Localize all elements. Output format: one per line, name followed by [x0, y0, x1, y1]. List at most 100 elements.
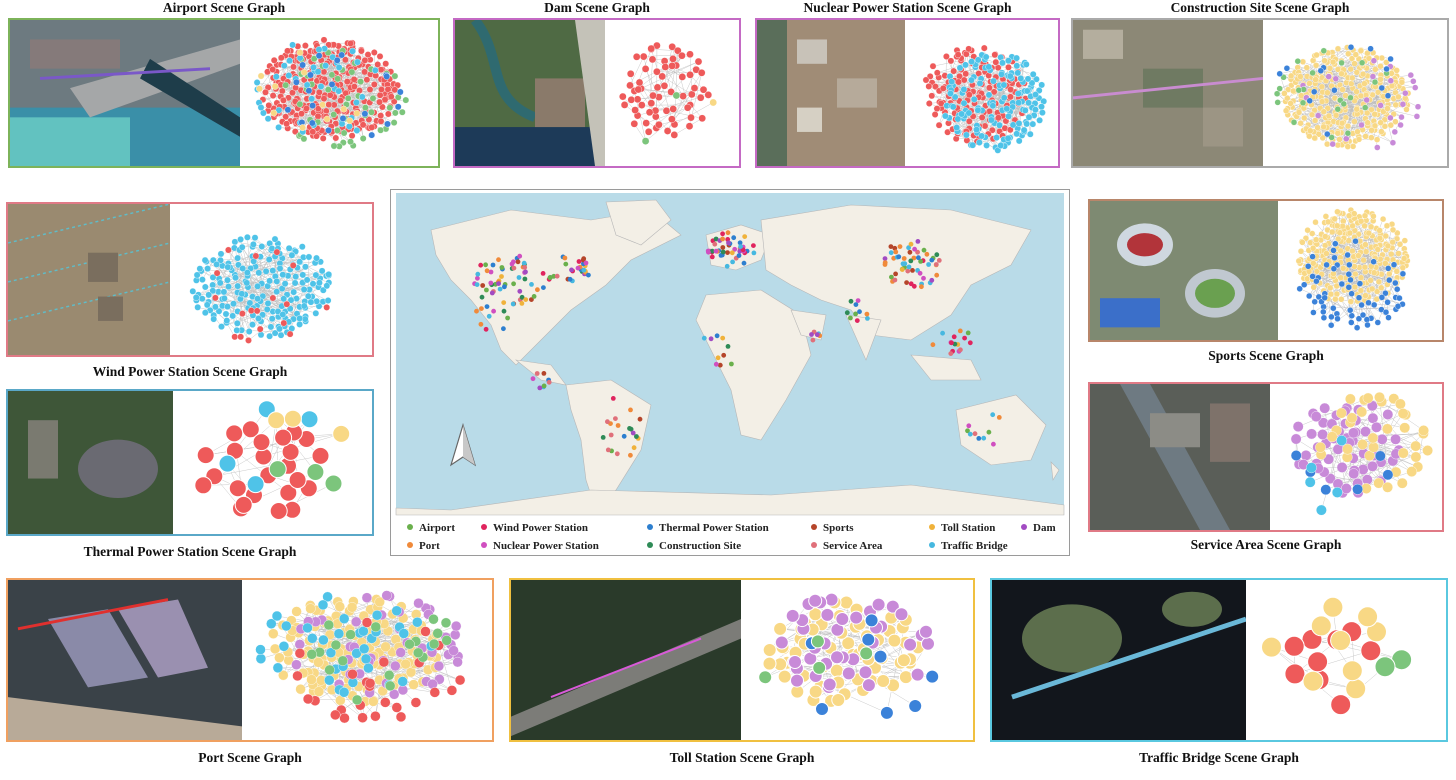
graph-node [922, 76, 930, 84]
graph-node [634, 85, 643, 94]
graph-node [412, 617, 423, 628]
graph-node [1346, 229, 1354, 237]
map-site-dot [630, 430, 636, 436]
nuclear-panel [755, 18, 1060, 168]
graph-node [647, 99, 656, 107]
graph-node [1410, 451, 1422, 463]
wind-panel-title: Wind Power Station Scene Graph [92, 364, 288, 379]
bridge-satellite-image [992, 580, 1246, 740]
graph-node [990, 77, 997, 85]
graph-node [1311, 117, 1319, 124]
graph-node [1300, 450, 1312, 461]
graph-node [306, 649, 318, 660]
graph-node [660, 82, 669, 90]
graph-node [685, 122, 694, 130]
graph-node [266, 332, 274, 340]
graph-node [384, 86, 392, 93]
graph-node [402, 96, 410, 104]
graph-node [315, 46, 323, 53]
map-site-dot [713, 248, 719, 254]
graph-node [251, 234, 259, 242]
map-site-dot [957, 328, 963, 334]
graph-edge [670, 50, 678, 92]
graph-node [346, 602, 358, 613]
graph-node [330, 142, 338, 150]
map-site-dot [575, 265, 581, 271]
construction-scene-graph [1265, 20, 1447, 166]
graph-node [947, 90, 954, 97]
graph-node [1362, 392, 1374, 404]
graph-edge [1335, 243, 1377, 259]
graph-node [231, 333, 239, 341]
graph-node [925, 669, 940, 684]
graph-node [340, 105, 348, 113]
graph-node [271, 235, 279, 243]
graph-node [205, 291, 213, 299]
graph-node [370, 621, 382, 633]
graph-node [632, 53, 641, 61]
graph-node [245, 328, 253, 335]
graph-node [812, 660, 827, 675]
graph-node [265, 102, 273, 109]
map-site-dot [865, 316, 870, 321]
graph-node [319, 101, 327, 109]
graph-node [773, 621, 788, 636]
graph-node [298, 243, 306, 251]
graph-node [319, 135, 327, 142]
graph-node [1382, 232, 1390, 240]
graph-node [230, 300, 237, 308]
graph-node [1297, 119, 1304, 127]
graph-node [1332, 112, 1340, 119]
graph-node [362, 104, 369, 112]
map-site-dot [474, 282, 480, 287]
graph-node [307, 298, 315, 306]
graph-node [1383, 222, 1391, 229]
map-site-dot [962, 335, 967, 341]
graph-node [320, 36, 328, 44]
graph-node [1332, 75, 1340, 82]
map-site-dot [605, 447, 611, 453]
graph-node [1338, 296, 1345, 303]
graph-node [1397, 447, 1409, 459]
map-site-dot [981, 435, 987, 441]
graph-node [257, 104, 265, 111]
graph-node [1377, 102, 1384, 109]
graph-node [1353, 324, 1361, 331]
graph-node [1302, 670, 1324, 692]
dam-panel-title: Dam Scene Graph [544, 0, 650, 15]
graph-node [815, 702, 829, 716]
graph-node [281, 620, 292, 632]
map-site-dot [608, 432, 614, 438]
graph-node [973, 126, 980, 134]
map-site-dot [717, 362, 723, 368]
legend-marker [929, 524, 935, 531]
map-site-dot [491, 308, 496, 314]
graph-node [1309, 253, 1316, 260]
service-satellite-image [1090, 384, 1270, 530]
graph-node [630, 120, 639, 128]
graph-node [1005, 63, 1012, 71]
graph-node [330, 639, 342, 651]
graph-node [357, 78, 365, 85]
graph-node [1320, 484, 1332, 496]
graph-node [308, 95, 316, 103]
graph-node [679, 92, 687, 100]
graph-node [697, 69, 706, 77]
graph-node [626, 70, 635, 78]
graph-node [950, 67, 958, 75]
graph-node [1306, 292, 1313, 300]
map-site-dot [720, 236, 725, 242]
map-site-dot [484, 287, 489, 293]
graph-node [960, 99, 968, 107]
graph-node [223, 317, 231, 325]
graph-node [309, 280, 317, 288]
graph-node [988, 116, 995, 124]
graph-node [1323, 261, 1330, 269]
map-site-dot [853, 302, 859, 307]
graph-node [1370, 269, 1378, 276]
graph-node [256, 325, 264, 333]
map-site-dot [908, 281, 914, 287]
graph-node [312, 309, 320, 317]
graph-edge [1353, 458, 1403, 484]
graph-node [323, 304, 331, 311]
